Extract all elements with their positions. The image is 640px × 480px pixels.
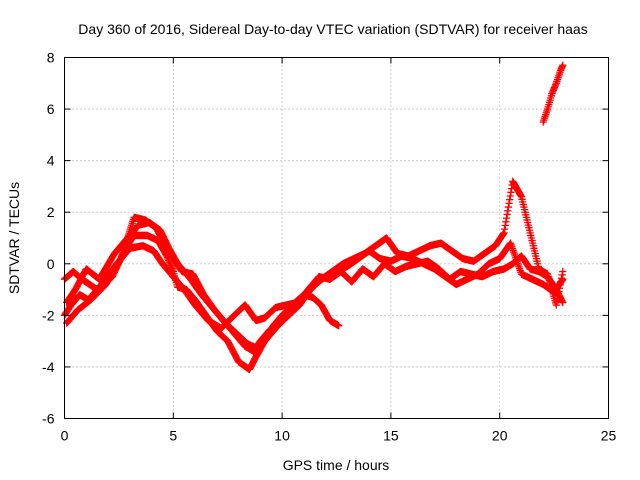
data-point — [552, 301, 560, 309]
data-marks — [60, 61, 567, 374]
y-tick-label: 8 — [47, 50, 55, 66]
y-axis-title: SDTVAR / TECUs — [6, 182, 22, 294]
data-point — [559, 61, 567, 69]
x-tick-label: 5 — [169, 428, 177, 444]
x-tick-label: 25 — [601, 428, 617, 444]
x-tick-label: 10 — [274, 428, 290, 444]
x-axis-title: GPS time / hours — [283, 457, 390, 473]
y-tick-label: -4 — [42, 359, 55, 375]
y-tick-label: 6 — [47, 101, 55, 117]
y-tick-label: -2 — [42, 307, 55, 323]
y-tick-label: 4 — [47, 153, 55, 169]
axis-ticks: 0 5 10 15 20 25 -6 -4 -2 0 2 4 6 8 — [42, 50, 616, 444]
series-track-4 — [60, 242, 567, 332]
x-tick-label: 20 — [492, 428, 508, 444]
data-point — [558, 297, 566, 305]
x-tick-label: 15 — [383, 428, 399, 444]
series-track-5 — [539, 61, 567, 126]
data-point — [559, 267, 567, 276]
y-tick-label: -6 — [42, 411, 55, 427]
series-track-3 — [63, 177, 567, 353]
plot-frame — [64, 57, 609, 419]
grid — [64, 57, 609, 419]
data-point — [558, 271, 566, 279]
data-point — [556, 281, 564, 289]
y-tick-label: 0 — [47, 256, 55, 272]
x-tick-label: 0 — [61, 428, 69, 444]
data-point — [335, 322, 343, 330]
data-point — [559, 298, 567, 307]
data-point — [557, 274, 566, 282]
y-tick-label: 2 — [47, 204, 55, 220]
data-point — [557, 277, 565, 286]
chart-title: Day 360 of 2016, Sidereal Day-to-day VTE… — [78, 21, 587, 37]
